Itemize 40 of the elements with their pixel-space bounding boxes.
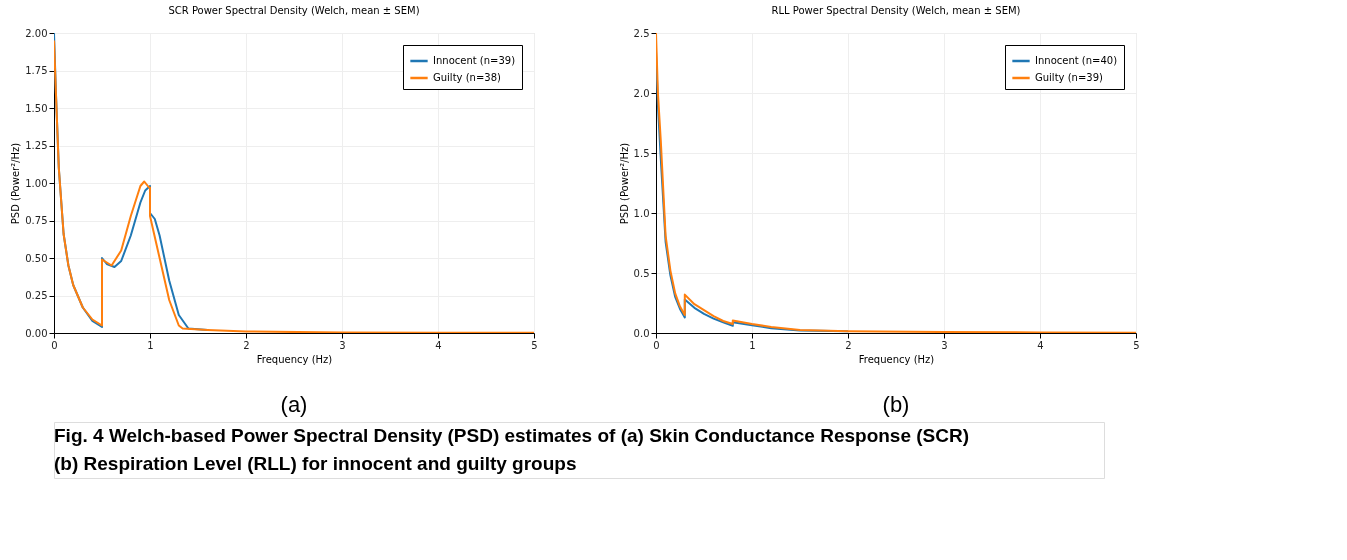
x-axis-title: Frequency (Hz) [256,353,333,365]
y-tick-label: 1.75 [25,65,48,76]
x-tick-label: 2 [243,339,250,351]
x-tick-label: 3 [941,339,948,351]
text: (b) [882,392,910,417]
x-tick-label: 5 [531,339,538,351]
legend-label: Guilty (n=38) [433,72,501,83]
y-tick-label: 0.75 [25,215,48,226]
y-tick-label: 0.50 [25,252,48,264]
legend-label: Guilty (n=39) [1035,72,1103,83]
y-tick-label: 1.5 [633,147,650,159]
y-tick-label: 0.0 [633,327,650,339]
y-tick-label: 1.00 [25,177,48,189]
chart-title: RLL Power Spectral Density (Welch, mean ± SEM) [771,5,1021,16]
y-tick-label: 1.0 [633,207,650,219]
y-axis-title: PSD (Power²/Hz) [10,142,22,225]
y-tick-label: 0.25 [25,290,48,301]
x-axis-title: Frequency (Hz) [858,353,935,365]
legend-label: Innocent (n=39) [433,55,516,66]
x-tick-label: 4 [1037,339,1044,351]
text: (a) [280,392,308,417]
x-tick-label: 1 [749,339,756,351]
x-tick-label: 2 [845,339,852,351]
y-tick-label: 1.25 [25,140,48,151]
y-axis-title: PSD (Power²/Hz) [618,142,630,225]
y-tick-label: 2.00 [25,27,48,39]
y-tick-label: 0.5 [633,267,650,279]
x-tick-label: 1 [147,339,154,351]
y-tick-label: 2.5 [633,27,650,39]
x-tick-label: 4 [435,339,442,351]
y-tick-label: 0.00 [25,327,48,339]
caption: Fig. 4 Welch-based Power Spectral Density (PSD) estimates of (a) Skin Conductance Response (SCR) (b) Respiration Level (RLL) for innocent and guilty groups [54,425,970,474]
x-tick-label: 0 [51,339,58,351]
x-tick-label: 5 [1133,339,1140,351]
x-tick-label: 0 [653,339,660,351]
chart-title: SCR Power Spectral Density (Welch, mean ± SEM) [168,5,420,16]
legend-label: Innocent (n=40) [1035,55,1118,66]
y-tick-label: 1.50 [25,102,48,114]
x-tick-label: 3 [339,339,346,351]
y-tick-label: 2.0 [633,87,650,99]
